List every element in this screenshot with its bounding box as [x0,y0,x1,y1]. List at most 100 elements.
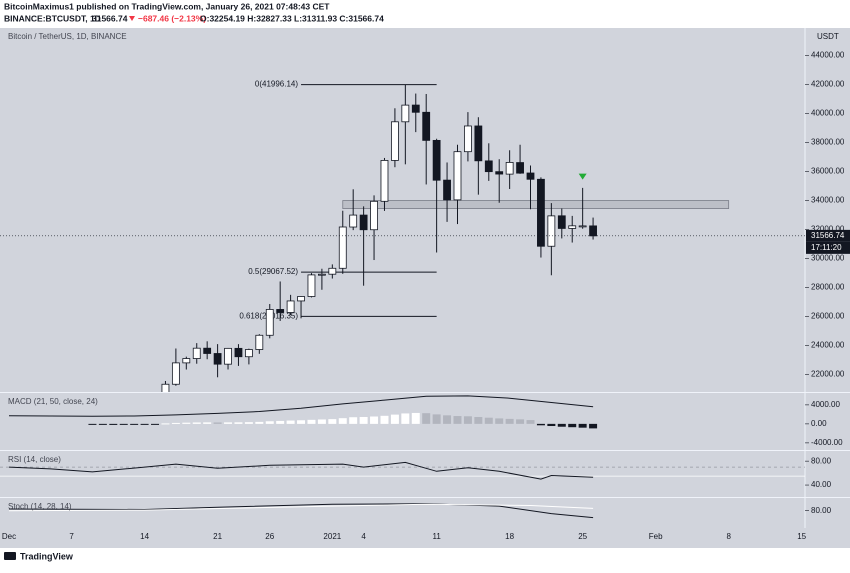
histogram-bar [536,423,545,426]
pane [0,461,805,480]
x-tick-label: 8 [726,532,731,541]
candle-body [370,200,378,231]
histogram-bar [328,419,337,424]
histogram-bar [234,422,243,424]
y-tick-label: 36000.00 [811,167,845,176]
candle-body [464,125,472,153]
y-tick-label: 22000.00 [811,370,845,379]
candle-body [224,347,232,365]
last-price: 31566.74 [92,13,128,23]
candle-body [192,347,201,359]
histogram-bar [265,421,274,424]
y-tick-label: 42000.00 [811,80,845,89]
y-tick-label: 30000.00 [811,254,845,263]
x-tick-label: 21 [213,532,222,541]
last-price-box [806,229,850,242]
histogram-bar [453,416,462,424]
histogram-bar [463,416,472,424]
ohlc: O:32254.19 H:32827.33 L:31311.93 C:31566… [200,13,384,23]
fib-level-label: 0.5(29067.52) [248,267,298,276]
histogram-bar [317,419,326,424]
x-tick-label: 2021 [323,532,341,541]
histogram-bar [119,423,128,425]
candle-body [495,171,504,175]
x-tick-label: 4 [361,532,366,541]
x-tick-label: Feb [649,532,663,541]
histogram-bar [244,422,253,424]
histogram-bar [297,420,306,424]
candle-body [182,358,191,364]
pane [8,503,594,519]
candle-body [526,172,535,180]
y-tick-label: 38000.00 [811,138,845,147]
histogram-bar [474,416,483,424]
histogram-bar [349,417,358,424]
histogram-bar [203,422,212,424]
candle-body [359,214,368,231]
candle-body [474,125,483,162]
candle-body [276,309,285,313]
candle-body [317,273,326,276]
signal-marker [578,173,587,180]
x-tick-label: Dec [2,532,16,541]
x-tick-label: 18 [505,532,514,541]
candle-body [568,225,577,229]
histogram-bar [578,423,587,428]
price-change: −687.46 (−2.13%) [138,13,206,23]
candle-body [203,347,212,354]
histogram-bar [276,420,285,424]
candle-body [557,215,566,229]
plot-background [0,28,805,528]
histogram-bar [547,423,556,427]
y-tick-label: 32000.00 [811,225,845,234]
candle-body [516,162,524,174]
down-arrow-icon [129,16,135,21]
candle-body [171,362,180,385]
time-axis-background [0,528,850,548]
histogram-bar [526,420,535,424]
histogram-bar [109,423,118,425]
histogram-bar [307,419,316,424]
pane-title: Bitcoin / TetherUS, 1D, BINANCE [8,32,127,41]
histogram-bar [484,417,493,424]
horizontal-zone [342,200,730,209]
symbol: BINANCE:BTCUSDT, 1D [4,13,101,23]
candle-body [537,178,545,247]
candle-body [297,296,305,302]
y-tick-label: 44000.00 [811,51,845,60]
candle-body [213,353,222,365]
y-tick-label: 24000.00 [811,341,845,350]
histogram-bar [432,414,441,424]
candle-body [161,383,170,392]
histogram-bar [443,415,452,424]
x-tick-label: 26 [265,532,274,541]
candle-body [328,267,337,275]
fib-level-label: 0(41996.14) [255,80,298,89]
candle-body [578,225,587,228]
histogram-bar [516,419,525,424]
histogram-bar [401,413,410,424]
histogram-bar [224,422,233,424]
y-tick-label: 28000.00 [811,283,845,292]
indicator-line [8,395,594,417]
candle-body [505,162,514,175]
histogram-bar [568,423,577,428]
candle-body [453,151,462,201]
candle-body [265,309,274,336]
histogram-bar [380,415,389,424]
histogram-bar [171,422,180,424]
byline: BitcoinMaximus1 published on TradingView… [4,1,330,11]
y-tick-label: 40000.00 [811,109,845,118]
histogram-bar [422,413,431,424]
pane [8,395,598,429]
x-tick-label: 14 [140,532,149,541]
y-tick-label: 40.00 [811,480,832,489]
brand-logo [4,552,16,560]
histogram-bar [130,423,139,425]
histogram-bar [286,420,295,424]
unit-label: USDT [817,32,839,41]
candle-body [401,104,410,123]
histogram-bar [359,416,368,424]
indicator-line [8,503,594,512]
